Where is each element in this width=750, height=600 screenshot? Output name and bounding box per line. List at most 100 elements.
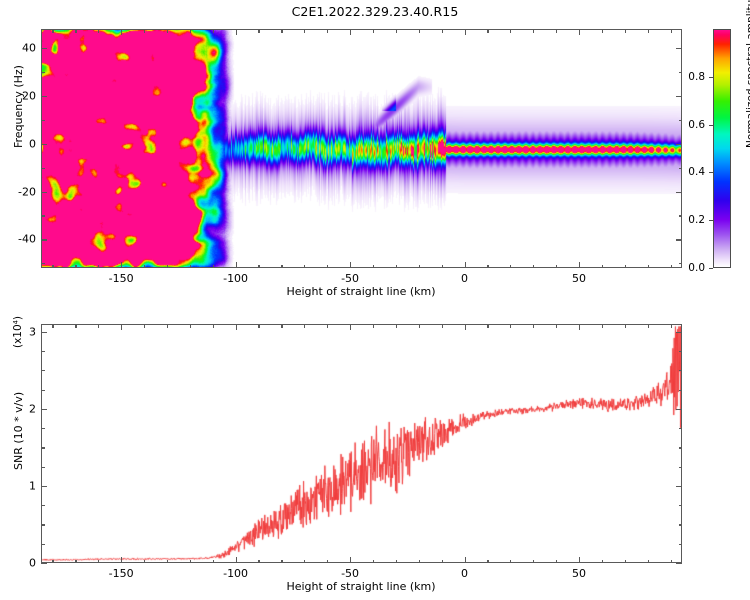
- minor-tick: [678, 428, 682, 430]
- minor-tick: [647, 29, 649, 33]
- minor-tick: [41, 524, 45, 526]
- minor-tick: [258, 264, 260, 268]
- minor-tick: [678, 466, 682, 468]
- minor-tick: [166, 324, 169, 328]
- minor-tick: [372, 264, 375, 268]
- minor-tick: [395, 29, 398, 33]
- minor-tick: [372, 559, 375, 563]
- minor-tick: [441, 324, 443, 328]
- minor-tick: [41, 167, 45, 169]
- minor-tick: [258, 559, 260, 563]
- minor-tick: [281, 264, 283, 268]
- y-tick-label: -40: [18, 232, 36, 246]
- minor-tick: [281, 29, 283, 33]
- major-tick: [121, 262, 123, 268]
- major-tick: [464, 324, 466, 330]
- major-tick: [41, 331, 47, 333]
- snr-yaxis-exponent: (x10⁴): [12, 316, 24, 348]
- minor-tick: [556, 324, 558, 328]
- minor-tick: [52, 264, 54, 268]
- minor-tick: [418, 264, 420, 268]
- minor-tick: [510, 559, 512, 563]
- minor-tick: [418, 559, 420, 563]
- minor-tick: [212, 324, 214, 328]
- minor-tick: [41, 370, 45, 372]
- minor-tick: [75, 29, 77, 33]
- major-tick: [676, 48, 682, 50]
- colorbar-tick: [709, 172, 713, 174]
- minor-tick: [533, 559, 535, 563]
- minor-tick: [441, 264, 443, 268]
- y-tick-label: 1: [29, 479, 36, 493]
- major-tick: [350, 324, 352, 330]
- minor-tick: [75, 559, 77, 563]
- minor-tick: [647, 324, 649, 328]
- minor-tick: [510, 29, 512, 33]
- minor-tick: [395, 324, 398, 328]
- major-tick: [235, 557, 237, 563]
- colorbar-tick-label: 0.0: [688, 262, 705, 274]
- spectrogram-image: [42, 30, 681, 267]
- minor-tick: [98, 559, 100, 563]
- colorbar-tick: [709, 124, 713, 126]
- minor-tick: [533, 324, 535, 328]
- colorbar-tick-label: 0.4: [688, 166, 705, 179]
- minor-tick: [327, 29, 329, 33]
- minor-tick: [75, 264, 77, 268]
- minor-tick: [166, 559, 169, 563]
- minor-tick: [418, 29, 420, 33]
- minor-tick: [601, 264, 604, 268]
- y-tick-label: 0: [29, 556, 36, 570]
- minor-tick: [624, 559, 626, 563]
- major-tick: [676, 485, 682, 488]
- x-tick-label: -100: [223, 567, 249, 580]
- minor-tick: [189, 264, 191, 268]
- minor-tick: [395, 559, 398, 563]
- major-tick: [41, 408, 47, 410]
- minor-tick: [678, 543, 682, 545]
- x-tick-label: -150: [108, 272, 134, 285]
- major-tick: [578, 262, 581, 268]
- minor-tick: [304, 324, 306, 328]
- minor-tick: [258, 29, 260, 33]
- minor-tick: [678, 389, 682, 391]
- minor-tick: [670, 264, 672, 268]
- major-tick: [235, 29, 237, 35]
- x-tick-label: 0: [461, 272, 469, 285]
- minor-tick: [41, 389, 45, 391]
- colorbar: [713, 29, 731, 268]
- x-tick-label: 50: [571, 567, 586, 580]
- minor-tick: [327, 559, 329, 563]
- major-tick: [41, 191, 47, 193]
- minor-tick: [41, 466, 45, 468]
- major-tick: [350, 29, 352, 35]
- minor-tick: [441, 29, 443, 33]
- minor-tick: [189, 29, 191, 33]
- major-tick: [676, 239, 682, 241]
- minor-tick: [670, 29, 672, 33]
- minor-tick: [41, 263, 45, 265]
- minor-tick: [98, 264, 100, 268]
- colorbar-tick-label: 0.8: [688, 70, 705, 83]
- minor-tick: [624, 29, 626, 33]
- minor-tick: [144, 29, 146, 33]
- major-tick: [578, 324, 581, 330]
- x-tick-label: -150: [108, 567, 134, 580]
- major-tick: [350, 262, 352, 268]
- minor-tick: [533, 264, 535, 268]
- minor-tick: [304, 264, 306, 268]
- colorbar-label: Normalized spectral amplitude: [745, 0, 750, 148]
- minor-tick: [304, 29, 306, 33]
- minor-tick: [212, 559, 214, 563]
- minor-tick: [678, 119, 682, 121]
- minor-tick: [52, 29, 54, 33]
- minor-tick: [281, 324, 283, 328]
- minor-tick: [678, 370, 682, 372]
- major-tick: [41, 143, 47, 145]
- minor-tick: [41, 505, 45, 507]
- colorbar-tick: [709, 76, 713, 78]
- minor-tick: [189, 324, 191, 328]
- minor-tick: [327, 324, 329, 328]
- major-tick: [41, 485, 47, 488]
